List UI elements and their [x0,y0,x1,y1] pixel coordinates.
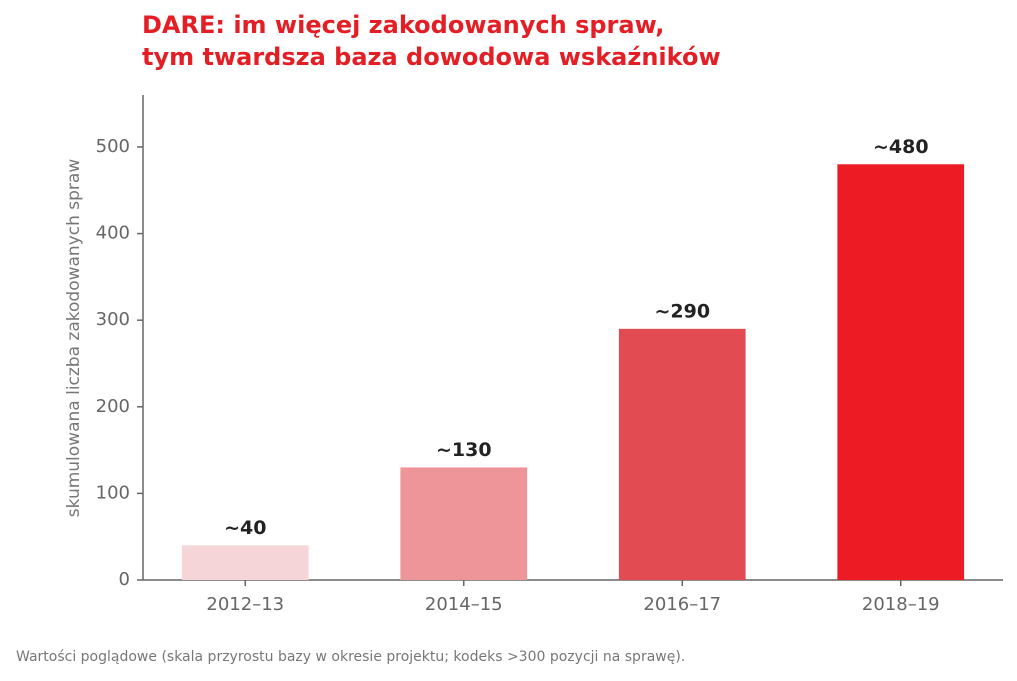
x-tick-label: 2016–17 [643,594,721,615]
x-tick-label: 2014–15 [425,594,503,615]
value-label: ~40 [224,517,266,539]
bar [400,467,528,580]
chart-title: DARE: im więcej zakodowanych spraw, [142,11,664,39]
bar [837,164,965,581]
y-tick-label: 400 [96,223,130,244]
y-axis-label: skumulowana liczba zakodowanych spraw [64,159,84,518]
value-label: ~130 [436,439,492,461]
y-tick-label: 300 [96,309,130,330]
value-label: ~480 [873,136,929,158]
y-tick-label: 0 [119,569,130,590]
y-tick-label: 100 [96,482,130,503]
y-tick-label: 500 [96,136,130,157]
x-tick-label: 2012–13 [206,594,284,615]
chart-title: tym twardsza baza dowodowa wskaźników [142,43,721,71]
footnote: Wartości poglądowe (skala przyrostu bazy… [16,649,685,665]
bar [181,545,309,580]
x-tick-label: 2018–19 [862,594,940,615]
value-label: ~290 [654,300,710,322]
y-tick-label: 200 [96,396,130,417]
bar [618,328,746,580]
